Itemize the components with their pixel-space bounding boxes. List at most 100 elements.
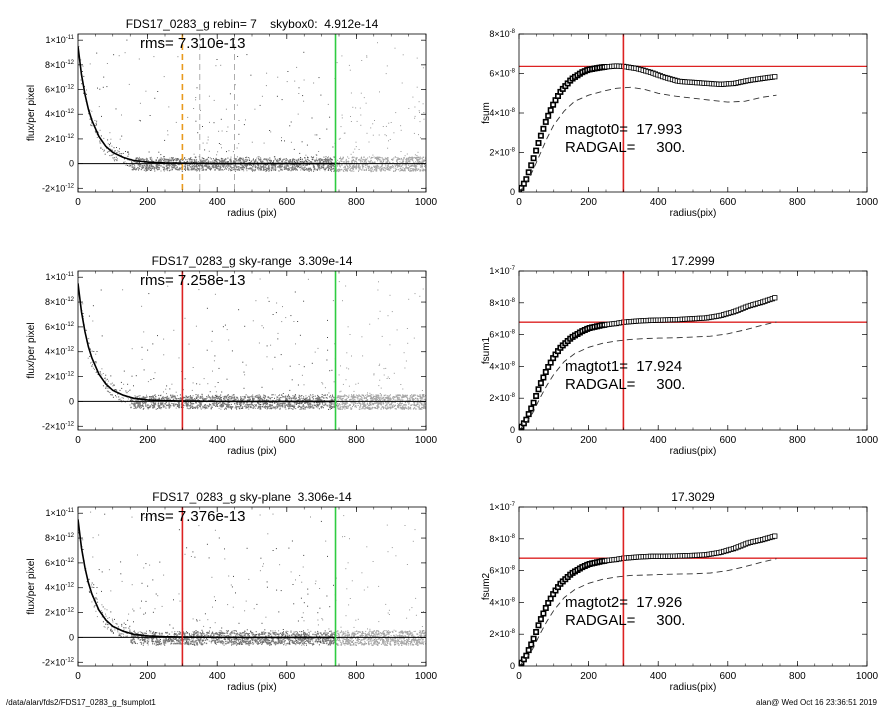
data-point	[191, 399, 194, 401]
data-point	[421, 161, 423, 164]
data-point	[131, 403, 132, 405]
data-point	[260, 160, 262, 162]
data-point	[241, 166, 243, 168]
data-point	[180, 407, 182, 408]
data-point	[386, 396, 388, 398]
data-point	[307, 169, 309, 171]
data-point	[221, 161, 223, 163]
data-point	[407, 167, 409, 169]
data-point	[390, 407, 392, 409]
data-point	[149, 406, 151, 409]
data-point	[219, 404, 221, 407]
data-point	[319, 403, 321, 405]
data-point	[106, 147, 107, 149]
data-point	[92, 364, 93, 366]
data-point	[211, 330, 213, 332]
data-point	[328, 408, 329, 410]
data-point	[337, 165, 338, 167]
data-point	[365, 398, 367, 400]
data-point	[385, 401, 387, 404]
data-point	[279, 158, 281, 160]
data-point	[386, 167, 388, 169]
data-point	[188, 169, 190, 171]
data-point	[304, 401, 307, 404]
data-point	[236, 401, 239, 404]
data-point	[281, 99, 283, 101]
data-point	[329, 160, 331, 162]
data-point	[358, 169, 360, 171]
data-point	[378, 385, 380, 387]
data-point	[142, 408, 144, 410]
data-point	[409, 397, 411, 399]
data-point	[195, 159, 198, 161]
data-point	[282, 393, 284, 394]
data-point	[309, 169, 311, 171]
data-point	[381, 161, 383, 163]
data-point	[321, 160, 323, 162]
data-point	[348, 396, 350, 398]
data-point	[293, 405, 296, 407]
data-point	[262, 406, 263, 408]
data-point	[338, 163, 341, 166]
data-point	[168, 406, 170, 408]
data-point	[236, 408, 238, 410]
data-point	[398, 398, 401, 400]
x-tick-label: 400	[650, 197, 667, 208]
data-point	[412, 157, 414, 159]
data-point	[252, 166, 254, 168]
data-point	[78, 265, 79, 266]
data-point	[269, 130, 271, 131]
data-point	[401, 168, 403, 170]
data-point	[407, 160, 409, 163]
data-point	[234, 170, 236, 172]
data-point	[361, 165, 364, 167]
data-point	[376, 401, 378, 403]
data-point	[372, 157, 374, 159]
data-point	[413, 407, 416, 409]
y-tick-label: 0	[69, 396, 74, 406]
data-point	[403, 168, 406, 170]
data-point	[239, 157, 240, 159]
data-point	[258, 395, 260, 396]
data-point	[121, 387, 123, 389]
data-point	[212, 165, 215, 167]
data-point	[314, 159, 316, 162]
data-point	[324, 387, 326, 389]
data-point	[261, 399, 264, 401]
data-point	[324, 394, 326, 396]
data-point	[295, 161, 297, 163]
data-point	[318, 168, 320, 170]
data-point	[135, 407, 137, 409]
x-tick-label: 600	[278, 197, 295, 208]
data-point	[152, 397, 155, 399]
data-point	[191, 389, 193, 391]
data-point	[129, 389, 131, 391]
data-point	[220, 158, 222, 160]
data-point	[345, 406, 348, 409]
data-point	[272, 165, 275, 167]
data-point	[423, 407, 425, 409]
data-point	[351, 401, 353, 403]
data-point	[382, 402, 385, 404]
data-point	[377, 157, 379, 159]
data-point	[359, 107, 361, 109]
data-point	[364, 164, 367, 166]
data-point	[333, 396, 335, 399]
data-point	[145, 165, 147, 167]
data-point	[234, 163, 236, 166]
data-point	[191, 168, 193, 171]
data-point	[252, 404, 254, 407]
data-point	[387, 400, 389, 402]
data-point	[285, 317, 287, 319]
data-point	[274, 397, 275, 399]
data-point	[339, 408, 341, 410]
data-point	[209, 403, 210, 405]
data-point	[318, 404, 320, 406]
data-point	[174, 397, 177, 399]
data-point	[174, 167, 177, 170]
data-point	[413, 337, 415, 339]
data-point	[282, 402, 284, 404]
data-point	[277, 332, 279, 334]
data-point	[363, 405, 365, 408]
data-point	[234, 168, 236, 170]
